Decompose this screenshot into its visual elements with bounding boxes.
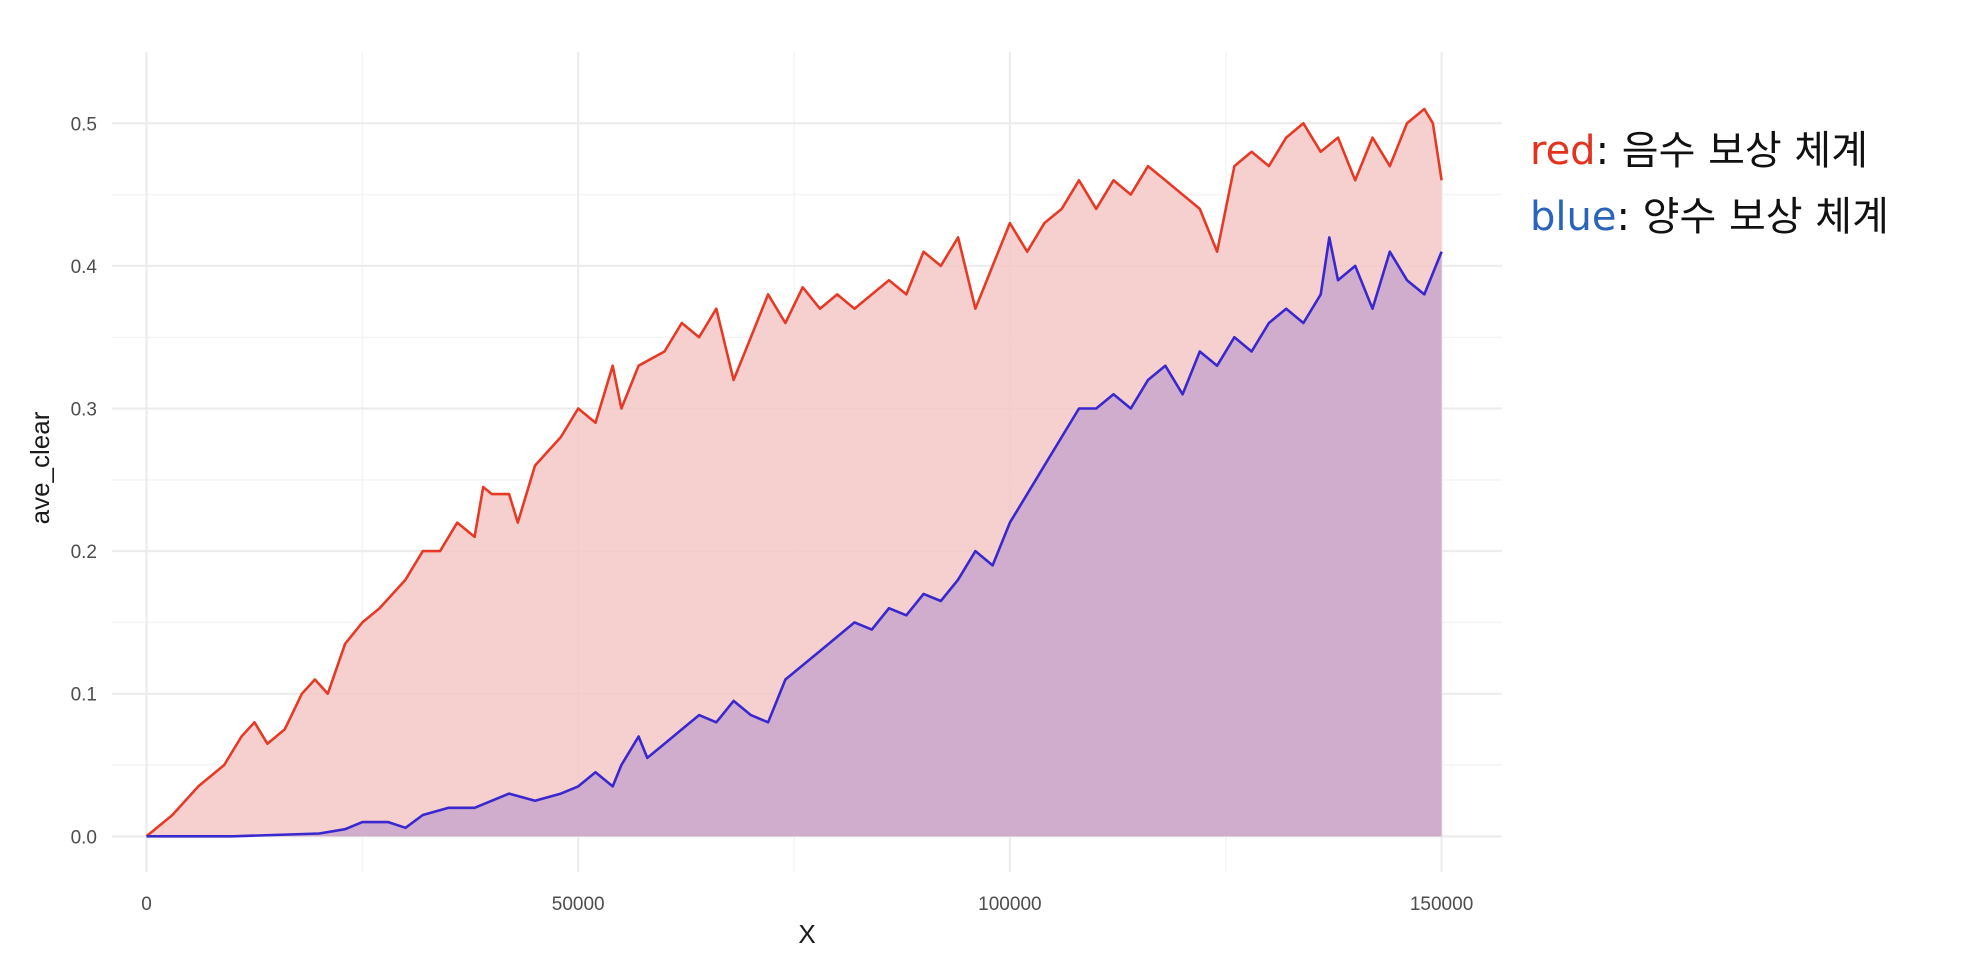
y-axis-title: ave_clear — [25, 411, 55, 524]
legend-blue-key: blue — [1530, 194, 1617, 240]
y-tick-label: 0.5 — [71, 114, 97, 135]
x-tick-labels: 0 50000 100000 150000 — [141, 894, 1473, 915]
area-blue — [146, 237, 1442, 837]
legend-red-sep: : — [1595, 128, 1622, 174]
legend-blue-text: 양수 보상 체계 — [1642, 194, 1889, 240]
x-tick-label: 50000 — [552, 894, 605, 915]
area-fills — [146, 109, 1442, 837]
line-red — [145, 107, 1443, 838]
y-tick-label: 0.0 — [71, 827, 97, 848]
legend-red-text: 음수 보상 체계 — [1621, 128, 1869, 174]
line-blue — [146, 236, 1443, 838]
legend-item-red: red: 음수 보상 체계 — [1530, 118, 1889, 184]
x-axis-title: X — [798, 919, 815, 949]
y-tick-labels: 0.0 0.1 0.2 0.3 0.4 0.5 — [71, 114, 98, 848]
x-tick-label: 150000 — [1410, 894, 1473, 915]
y-tick-label: 0.2 — [71, 542, 97, 563]
legend: red: 음수 보상 체계 blue: 양수 보상 체계 — [1530, 118, 1889, 250]
y-tick-label: 0.1 — [71, 685, 97, 706]
x-tick-label: 100000 — [978, 894, 1041, 915]
y-tick-label: 0.3 — [71, 400, 97, 421]
legend-blue-sep: : — [1616, 194, 1643, 240]
legend-item-blue: blue: 양수 보상 체계 — [1530, 184, 1889, 250]
y-tick-label: 0.4 — [71, 257, 98, 278]
legend-red-key: red — [1530, 128, 1596, 174]
x-tick-label: 0 — [141, 894, 152, 915]
series-lines — [145, 107, 1443, 838]
